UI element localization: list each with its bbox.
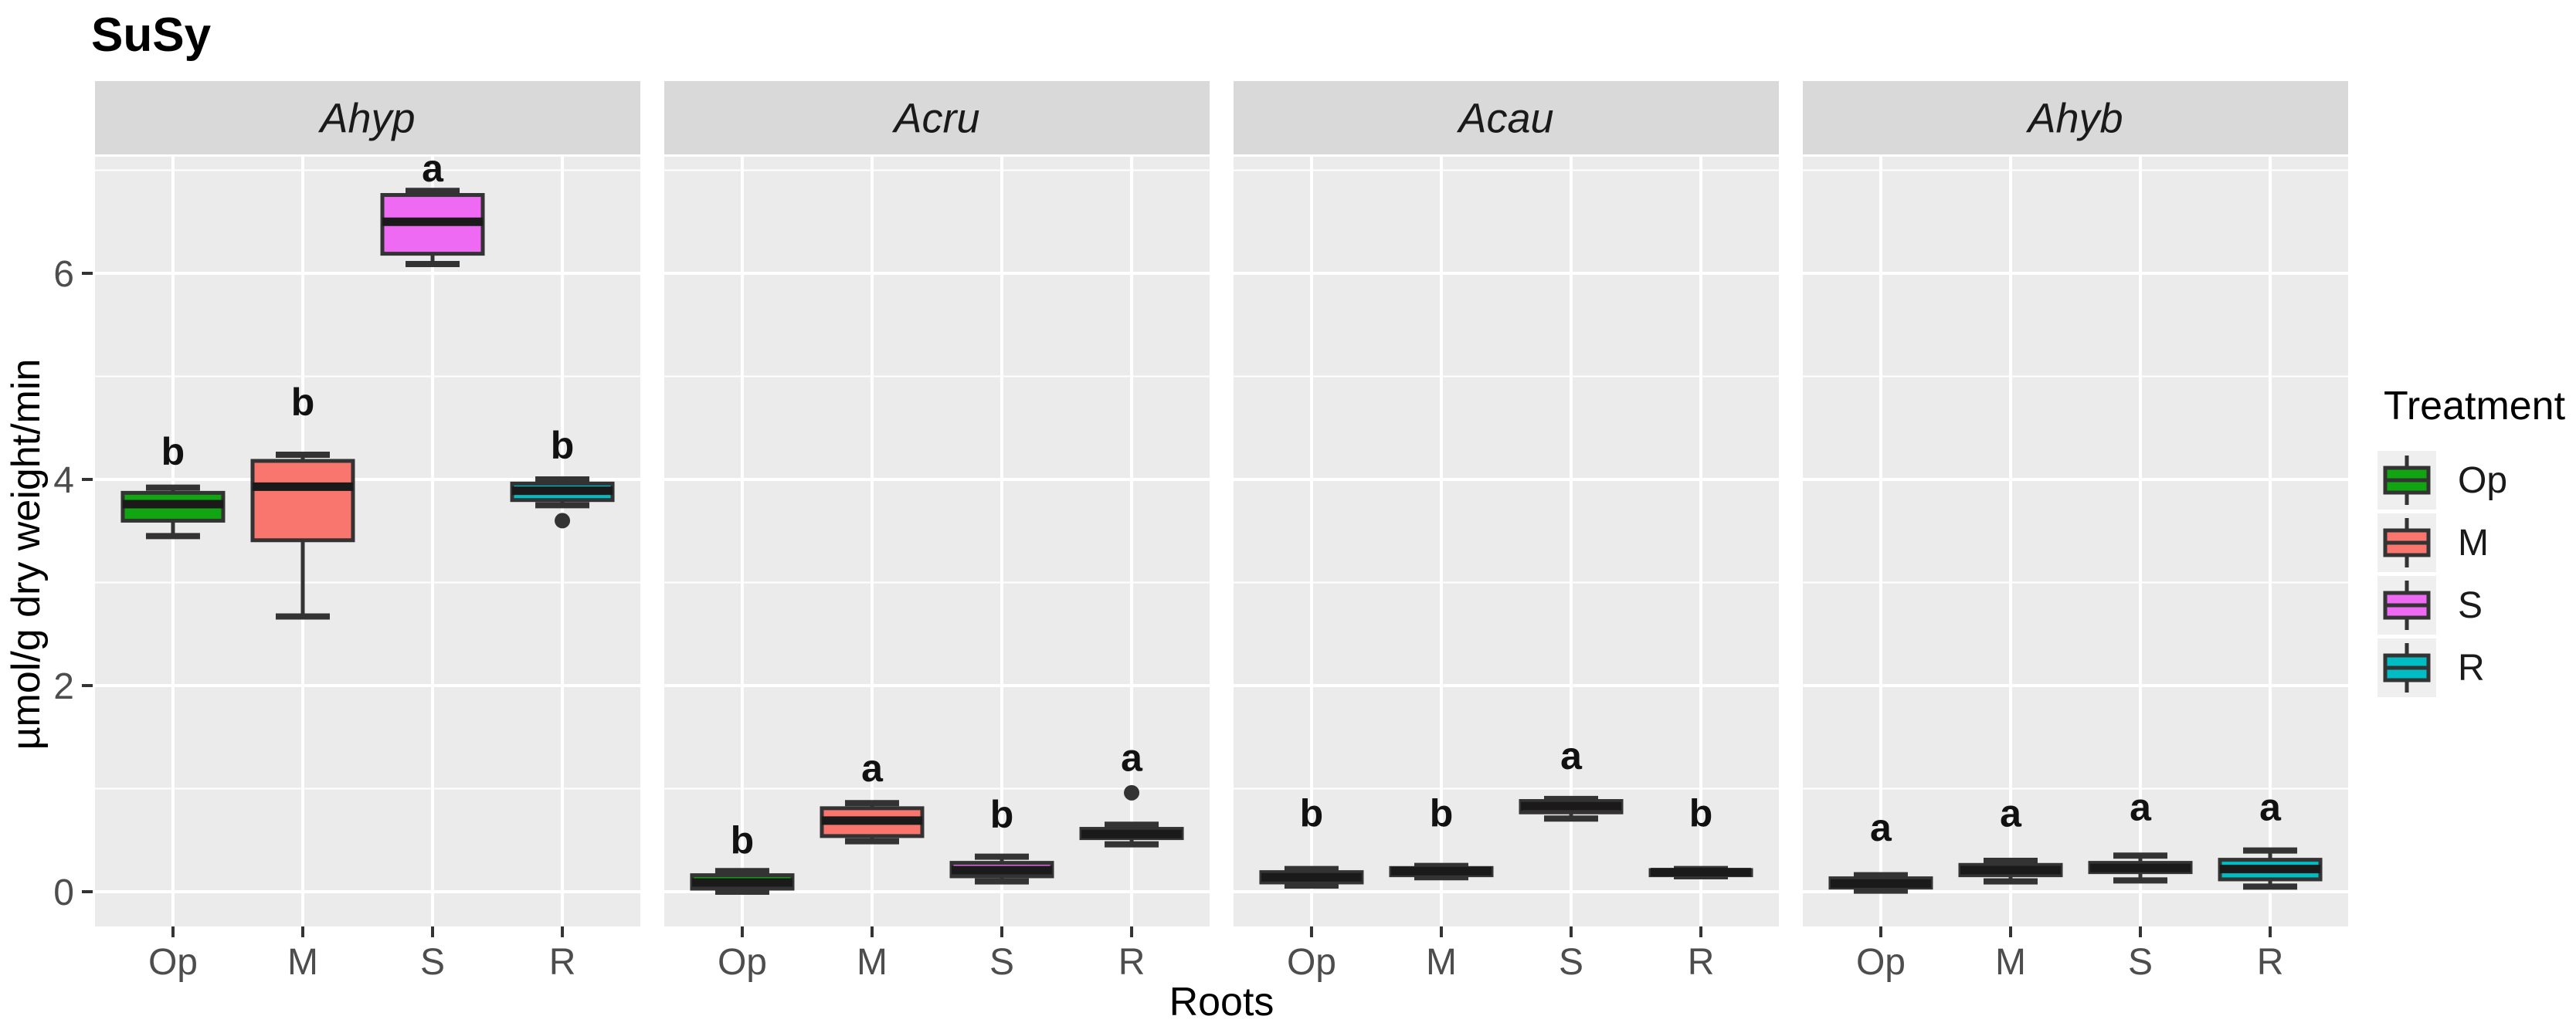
x-tick-label: R bbox=[1688, 942, 1715, 983]
y-tick-label: 2 bbox=[53, 666, 74, 707]
legend: Treatment Op M S R bbox=[2377, 383, 2576, 701]
legend-item-m: M bbox=[2377, 513, 2576, 572]
boxplot-ahyp-r: b bbox=[510, 424, 615, 529]
significance-letter: a bbox=[1121, 736, 1143, 779]
significance-letter: a bbox=[1560, 734, 1583, 777]
x-tick-label: Op bbox=[1856, 942, 1906, 983]
x-tick-label: S bbox=[989, 942, 1014, 983]
panel-bg bbox=[95, 157, 640, 926]
facet-strip bbox=[95, 81, 640, 154]
outlier-point bbox=[1124, 784, 1140, 801]
x-tick-label: M bbox=[857, 942, 888, 983]
boxplot-key-icon bbox=[2377, 451, 2436, 510]
panel-bg bbox=[1234, 157, 1779, 926]
significance-letter: b bbox=[731, 818, 755, 862]
boxplot-ahyp-op: b bbox=[120, 430, 226, 540]
x-tick-label: R bbox=[1118, 942, 1145, 983]
significance-letter: a bbox=[422, 147, 444, 190]
chart-title: SuSy bbox=[91, 8, 212, 62]
boxplot-acau-r: b bbox=[1648, 792, 1753, 879]
legend-item-label: R bbox=[2458, 647, 2485, 689]
significance-letter: b bbox=[161, 430, 185, 473]
boxplot-ahyb-m: a bbox=[1958, 792, 2063, 885]
facet-label: Acru bbox=[891, 96, 979, 142]
significance-letter: a bbox=[2130, 786, 2152, 829]
boxplot-key-icon bbox=[2377, 513, 2436, 572]
y-tick-label: 6 bbox=[53, 254, 74, 295]
significance-letter: b bbox=[551, 424, 575, 467]
legend-item-label: M bbox=[2458, 522, 2489, 564]
facet-label: Ahyp bbox=[317, 96, 415, 142]
legend-item-r: R bbox=[2377, 638, 2576, 697]
significance-letter: b bbox=[1300, 792, 1324, 835]
x-tick-label: R bbox=[549, 942, 576, 983]
y-tick-label: 0 bbox=[53, 872, 74, 913]
facet-label: Ahyb bbox=[2025, 96, 2123, 142]
boxplot-acru-op: b bbox=[690, 818, 795, 895]
x-tick-label: S bbox=[420, 942, 445, 983]
legend-item-op: Op bbox=[2377, 451, 2576, 510]
facet-strip bbox=[1803, 81, 2348, 154]
significance-letter: b bbox=[291, 381, 315, 424]
legend-item-label: S bbox=[2458, 584, 2483, 626]
boxplot-ahyp-s: a bbox=[380, 147, 485, 267]
boxplot-ahyb-s: a bbox=[2088, 786, 2193, 884]
legend-item-s: S bbox=[2377, 576, 2576, 635]
significance-letter: a bbox=[1870, 806, 1892, 849]
boxplot-ahyp-m: b bbox=[250, 381, 355, 620]
legend-title: Treatment bbox=[2384, 384, 2566, 428]
y-tick-label: 4 bbox=[53, 460, 74, 501]
significance-letter: a bbox=[2000, 792, 2022, 835]
outlier-point bbox=[555, 513, 571, 529]
x-tick-label: S bbox=[2128, 942, 2153, 983]
x-tick-label: S bbox=[1559, 942, 1583, 983]
boxplot-acru-r: a bbox=[1079, 736, 1184, 848]
panel-bg bbox=[664, 157, 1210, 926]
boxplot-acru-m: a bbox=[820, 747, 925, 845]
x-tick-label: Op bbox=[148, 942, 198, 983]
x-tick-label: M bbox=[287, 942, 318, 983]
box-iqr bbox=[250, 459, 355, 543]
boxplot-acau-op: b bbox=[1259, 792, 1364, 889]
significance-letter: a bbox=[2259, 786, 2282, 829]
boxplot-acau-s: a bbox=[1519, 734, 1624, 822]
facet-label: Acau bbox=[1456, 96, 1553, 142]
facet-strip bbox=[664, 81, 1210, 154]
boxplot-key-icon bbox=[2377, 638, 2436, 697]
boxplot-acru-s: b bbox=[949, 793, 1054, 885]
x-tick-label: M bbox=[1426, 942, 1457, 983]
legend-item-label: Op bbox=[2458, 459, 2508, 501]
x-axis-label: Roots bbox=[1169, 980, 1274, 1025]
x-tick-label: Op bbox=[1287, 942, 1336, 983]
significance-letter: b bbox=[1689, 792, 1713, 835]
boxplot-key-icon bbox=[2377, 576, 2436, 635]
x-tick-label: R bbox=[2257, 942, 2284, 983]
significance-letter: b bbox=[1430, 792, 1454, 835]
significance-letter: a bbox=[861, 747, 884, 790]
boxplot-acau-m: b bbox=[1389, 792, 1494, 881]
boxplot-ahyb-op: a bbox=[1828, 806, 1933, 894]
panel-bg bbox=[1803, 157, 2348, 926]
significance-letter: b bbox=[990, 793, 1014, 836]
x-tick-label: Op bbox=[718, 942, 767, 983]
boxplot-ahyb-r: a bbox=[2218, 786, 2323, 890]
facet-strip bbox=[1234, 81, 1779, 154]
x-tick-label: M bbox=[1995, 942, 2026, 983]
